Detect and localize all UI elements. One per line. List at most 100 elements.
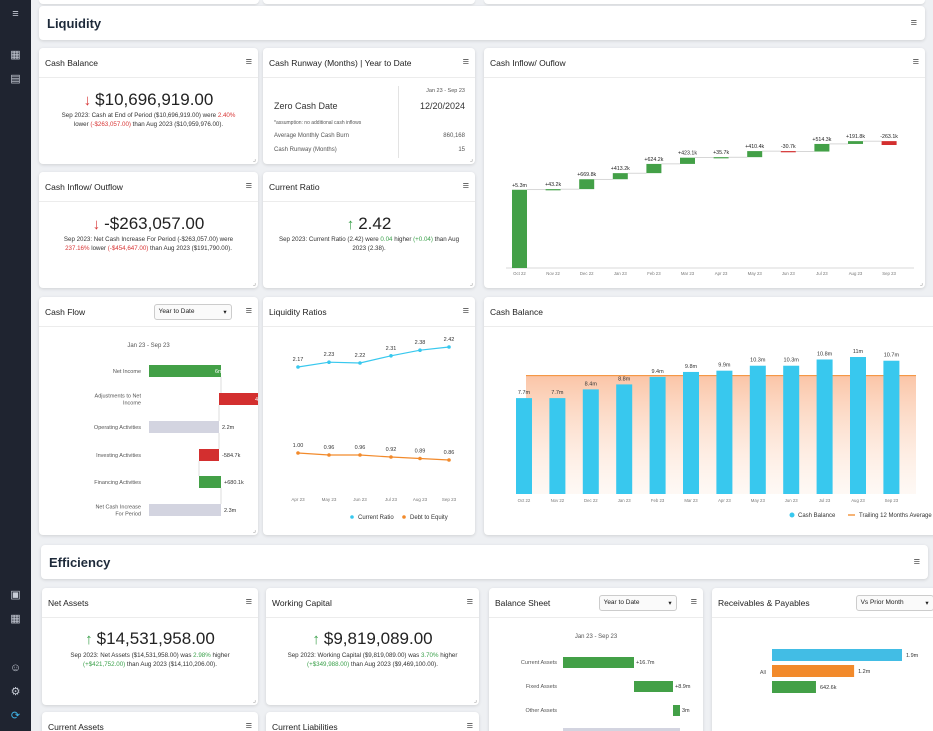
x-tick-label: Oct 22 [518,498,531,503]
refresh-icon[interactable]: ⟳ [10,710,21,722]
card-menu-icon[interactable]: ≡ [466,596,473,608]
card-menu-icon[interactable]: ≡ [245,56,252,68]
table-icon[interactable]: ▦ [10,613,21,625]
save-icon[interactable]: ▣ [10,589,21,601]
card-title: Current Assets [48,721,104,731]
card-top-edge [263,0,475,4]
data-point [327,453,331,457]
card-menu-icon[interactable]: ≡ [245,720,252,731]
card-title: Cash Balance [45,57,98,68]
data-label: +5.3m [512,183,527,189]
waterfall-bar [612,173,628,180]
card-title: Working Capital [272,597,332,608]
efficiency-section-header: Efficiency ≡ [41,545,928,579]
bar [850,357,866,494]
x-tick-label: Jan 23 [618,498,632,503]
card-menu-icon[interactable]: ≡ [466,720,473,731]
settings-gear-icon[interactable]: ⚙ [10,686,21,698]
x-tick-label: Jun 23 [782,271,796,276]
liquidity-ratios-line-chart: 2.17 2.23 2.22 2.31 2.38 2.42 1.00 0.96 0.96 0.92… [291,337,456,521]
x-tick-label: Mar 23 [681,271,695,276]
burn-value: 860,168 [443,133,465,139]
burn-label: Average Monthly Cash Burn [274,133,349,139]
zero-cash-label: Zero Cash Date [274,101,338,111]
data-label: 642.6k [820,685,837,691]
data-point [358,361,362,365]
data-point [418,456,422,461]
waterfall-bar [673,705,680,716]
waterfall-chart: +5.3m Oct 22 +43.2k Nov 22 +669.8k Dec 22 +413… [506,134,914,276]
section-menu-icon[interactable]: ≡ [913,555,920,568]
collapse-menu-icon[interactable]: ≡ [12,8,19,20]
data-label: 0.89 [415,449,426,455]
period-label: Jan 23 - Sep 23 [127,343,170,349]
y-tick-label: Current Assets [521,660,557,666]
zero-cash-value: 12/20/2024 [419,101,465,111]
x-tick-label: Apr 23 [715,271,728,276]
resize-handle-icon[interactable]: ⌟ [469,156,473,163]
waterfall-bar [579,179,595,190]
cash-balance-kpi-card: Cash Balance ≡ ↓ $10,696,919.00 Sep 2023: … [39,48,258,164]
period-select[interactable]: Year to Date ▾ [598,594,677,611]
data-label: 2.22 [355,353,366,359]
resize-handle-icon[interactable]: ⌟ [473,697,477,704]
users-icon[interactable]: ☺ [9,662,22,674]
current-assets-card: Current Assets ≡ [42,712,258,731]
cash-runway-card: Cash Runway (Months) | Year to Date ≡ Jan… [263,48,475,164]
card-menu-icon[interactable]: ≡ [462,305,469,317]
x-tick-label: Feb 23 [647,271,661,276]
dashboard-grid-icon[interactable]: ▦ [10,49,21,61]
waterfall-bar [814,143,830,152]
down-arrow-icon: ↓ [83,91,92,109]
section-menu-icon[interactable]: ≡ [910,16,917,29]
card-menu-icon[interactable]: ≡ [462,180,469,192]
card-menu-icon[interactable]: ≡ [245,305,252,317]
card-top-edge [484,0,925,4]
data-label: +43.2k [545,182,561,188]
resize-handle-icon[interactable]: ⌟ [919,280,923,287]
reports-icon[interactable]: ▤ [10,73,21,85]
up-arrow-icon: ↑ [312,630,320,648]
y-tick-label: All [760,670,766,676]
total-bar [563,728,680,731]
cash-inflow-outflow-chart-card: Cash Inflow/ Ouflow ≡ +5.3m Oct 22 +43.2k No… [484,48,925,288]
card-menu-icon[interactable]: ≡ [912,56,919,68]
data-label: +624.2k [644,157,663,163]
data-label: +16.7m [636,660,655,666]
resize-handle-icon[interactable]: ⌟ [252,156,256,163]
comparison-select[interactable]: Vs Prior Month ▾ [855,594,933,611]
card-menu-icon[interactable]: ≡ [245,180,252,192]
data-point [447,345,451,349]
card-menu-icon[interactable]: ≡ [690,596,697,608]
kpi-value: $9,819,089.00 [323,629,433,648]
kpi-value: $14,531,958.00 [96,629,215,648]
data-label: 10.7m [884,353,900,359]
data-label: 2.23 [324,352,335,358]
legend-label: Cash Balance [798,513,836,519]
resize-handle-icon[interactable]: ⌟ [252,527,256,534]
legend-marker [350,515,354,519]
legend-marker [789,512,795,518]
x-tick-label: Mar 23 [684,498,698,503]
liquidity-section-header: Liquidity ≡ [39,6,925,40]
y-tick-label: Financing Activities [94,480,141,486]
data-label: 6m [215,369,223,375]
x-tick-label: Oct 22 [513,271,526,276]
period-select[interactable]: Year to Date ▾ [153,303,232,320]
card-menu-icon[interactable]: ≡ [245,596,252,608]
working-capital-kpi-card: Working Capital ≡ ↑ $9,819,089.00 Sep 2023… [266,588,479,705]
card-menu-icon[interactable]: ≡ [462,56,469,68]
bar [772,681,816,693]
cash-flow-chart-card: Cash Flow Year to Date ▾ ≡ Jan 23 - Sep 23 … [39,297,258,535]
resize-handle-icon[interactable]: ⌟ [252,280,256,287]
sidebar: ≡ ▦ ▤ ▣ ▦ ☺ ⚙ ⟳ [0,0,31,731]
data-label: 9.4m [651,369,664,375]
resize-handle-icon[interactable]: ⌟ [469,280,473,287]
waterfall-bar [149,504,221,516]
balance-sheet-chart-card: Balance Sheet Year to Date ▾ ≡ Jan 23 - Sep… [489,588,703,731]
card-title: Current Ratio [269,181,320,192]
resize-handle-icon[interactable]: ⌟ [252,697,256,704]
y-tick-label: Net Income [113,369,141,375]
waterfall-bar [680,157,695,164]
data-label: 7.7m [518,390,531,396]
